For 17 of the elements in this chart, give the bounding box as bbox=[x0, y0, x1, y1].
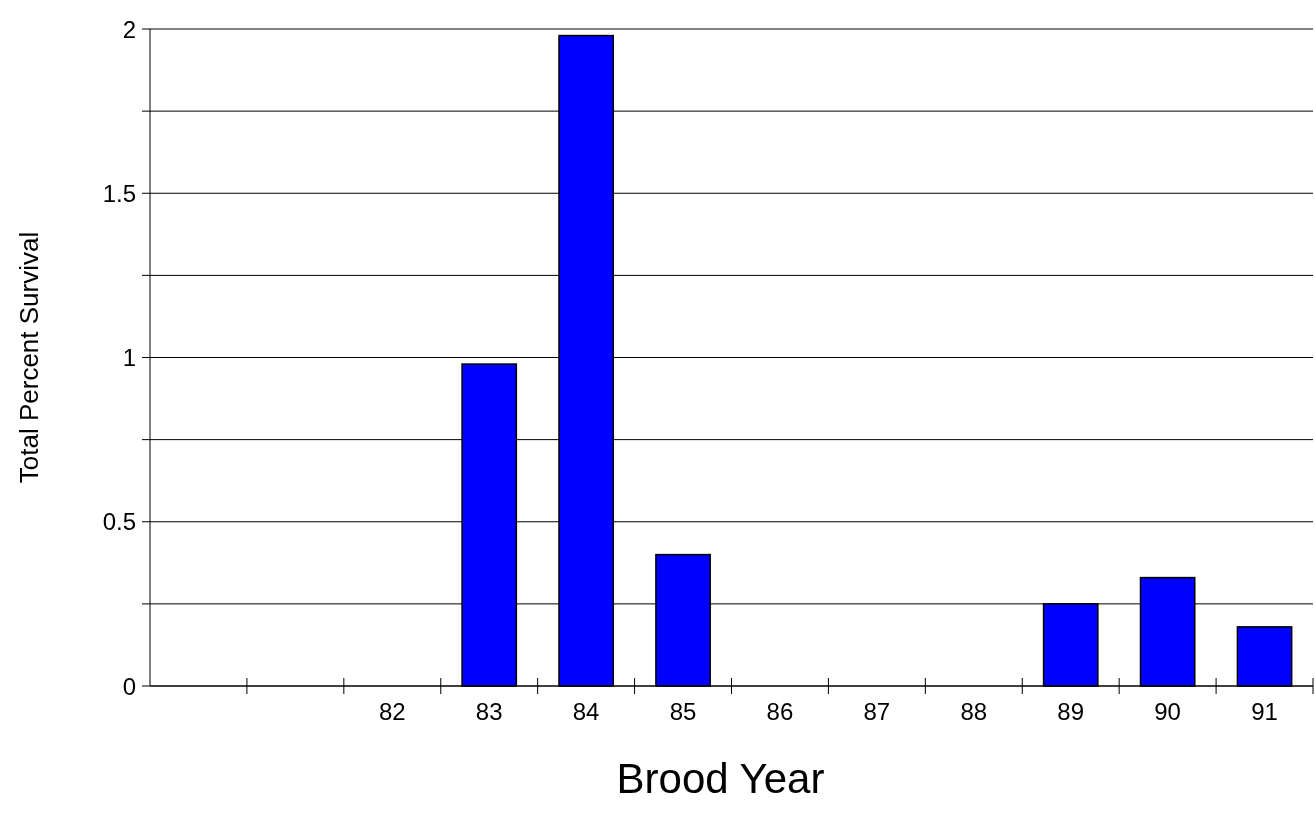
y-tick-label: 2 bbox=[122, 15, 136, 43]
y-tick-label: 1 bbox=[122, 344, 136, 371]
x-tick-label: 88 bbox=[960, 698, 988, 725]
y-tick-label: 1.5 bbox=[102, 179, 136, 207]
x-tick-label: 87 bbox=[863, 698, 891, 725]
x-tick-label: 85 bbox=[669, 698, 697, 725]
x-tick-label: 91 bbox=[1251, 698, 1278, 725]
y-tick-label: 0.5 bbox=[102, 508, 136, 536]
x-axis-title: Brood Year bbox=[616, 755, 825, 802]
x-tick-label: 83 bbox=[475, 698, 503, 725]
y-tick-label: 0 bbox=[122, 672, 136, 700]
x-tick-label: 82 bbox=[378, 698, 406, 725]
y-axis-title: Total Percent Survival bbox=[14, 231, 44, 484]
x-tick-label: 89 bbox=[1057, 698, 1085, 725]
x-tick-label: 84 bbox=[572, 698, 600, 725]
x-tick-label: 86 bbox=[766, 698, 794, 725]
x-tick-label: 90 bbox=[1154, 698, 1181, 725]
